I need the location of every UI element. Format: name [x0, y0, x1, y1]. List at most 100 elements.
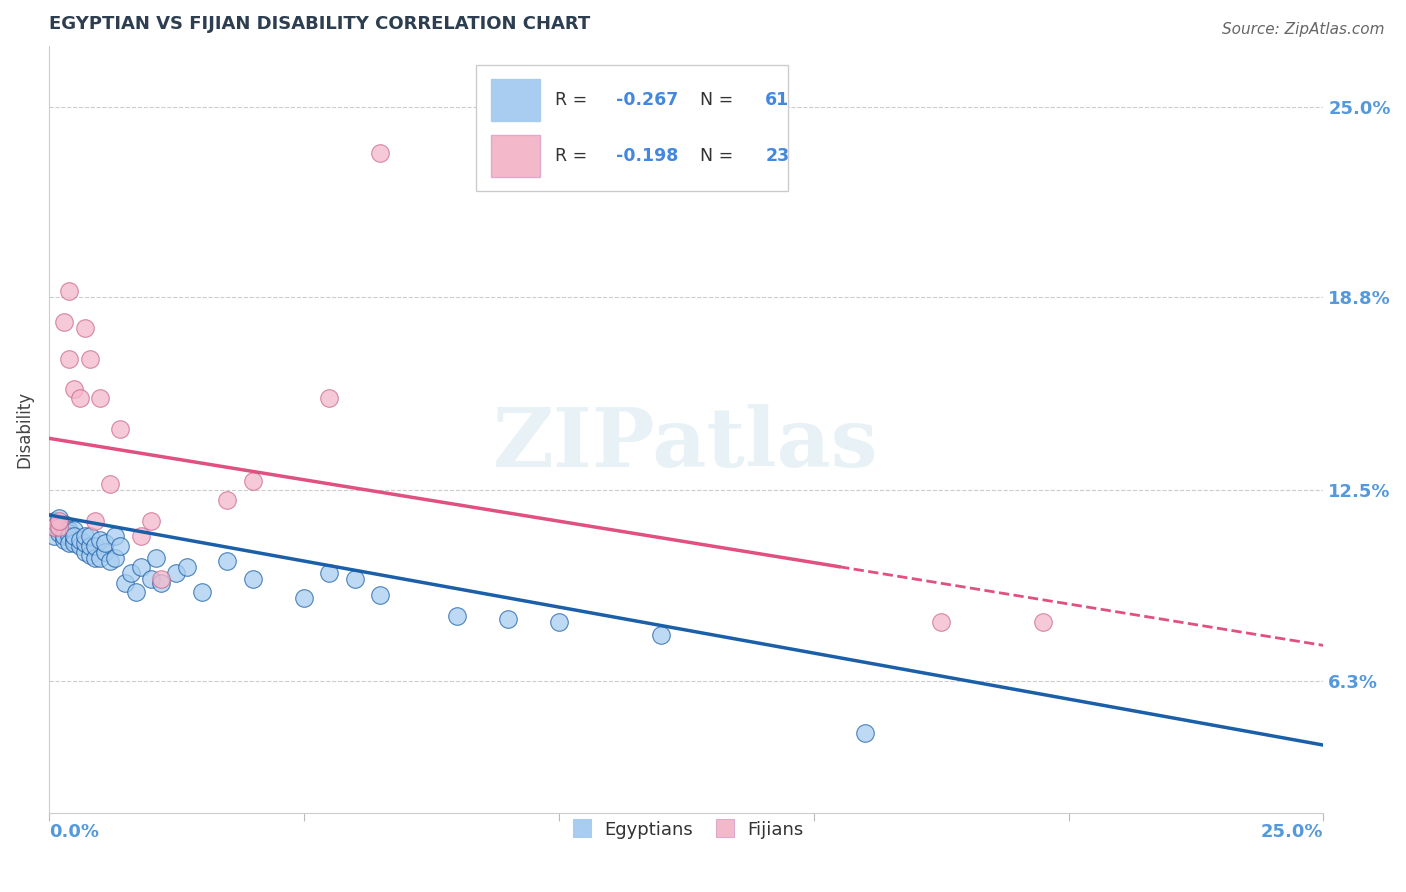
Point — [73, 535, 96, 549]
Point — [94, 545, 117, 559]
Point — [58, 524, 80, 538]
Point — [292, 591, 315, 605]
Text: 25.0%: 25.0% — [1261, 822, 1323, 840]
Point — [42, 520, 65, 534]
Point — [69, 392, 91, 406]
Point — [48, 520, 70, 534]
Point — [446, 609, 468, 624]
FancyBboxPatch shape — [491, 135, 540, 177]
Point — [73, 529, 96, 543]
Point — [114, 575, 136, 590]
Point — [89, 392, 111, 406]
Text: R =: R = — [555, 91, 593, 110]
Point — [217, 492, 239, 507]
Point — [853, 726, 876, 740]
Point — [48, 526, 70, 541]
Point — [242, 475, 264, 489]
Text: 61: 61 — [765, 91, 789, 110]
Point — [120, 566, 142, 581]
Point — [83, 514, 105, 528]
Point — [63, 382, 86, 396]
Point — [145, 551, 167, 566]
Y-axis label: Disability: Disability — [15, 391, 32, 467]
Point — [139, 573, 162, 587]
Point — [63, 533, 86, 547]
Point — [368, 146, 391, 161]
Point — [929, 615, 952, 630]
Text: N =: N = — [689, 91, 738, 110]
Point — [89, 551, 111, 566]
FancyBboxPatch shape — [491, 79, 540, 121]
Point — [104, 529, 127, 543]
Point — [124, 584, 146, 599]
Point — [48, 524, 70, 538]
Point — [98, 477, 121, 491]
Point — [318, 566, 340, 581]
FancyBboxPatch shape — [475, 65, 789, 192]
Point — [217, 554, 239, 568]
Point — [343, 573, 366, 587]
Text: 0.0%: 0.0% — [49, 822, 98, 840]
Text: N =: N = — [689, 147, 738, 165]
Text: Source: ZipAtlas.com: Source: ZipAtlas.com — [1222, 22, 1385, 37]
Point — [53, 315, 76, 329]
Point — [63, 529, 86, 543]
Point — [53, 520, 76, 534]
Point — [48, 520, 70, 534]
Point — [83, 539, 105, 553]
Point — [42, 520, 65, 534]
Point — [1032, 615, 1054, 630]
Text: R =: R = — [555, 147, 593, 165]
Point — [53, 526, 76, 541]
Point — [89, 533, 111, 547]
Legend: Egyptians, Fijians: Egyptians, Fijians — [561, 814, 811, 846]
Text: -0.267: -0.267 — [616, 91, 678, 110]
Point — [110, 539, 132, 553]
Point — [79, 539, 101, 553]
Point — [496, 612, 519, 626]
Point — [94, 535, 117, 549]
Point — [110, 422, 132, 436]
Text: 23: 23 — [765, 147, 789, 165]
Point — [58, 351, 80, 366]
Point — [165, 566, 187, 581]
Point — [83, 551, 105, 566]
Point — [48, 520, 70, 534]
Point — [191, 584, 214, 599]
Point — [48, 511, 70, 525]
Point — [53, 517, 76, 532]
Point — [79, 351, 101, 366]
Point — [53, 529, 76, 543]
Point — [242, 573, 264, 587]
Point — [318, 392, 340, 406]
Point — [79, 529, 101, 543]
Point — [79, 548, 101, 562]
Point — [150, 575, 173, 590]
Point — [73, 545, 96, 559]
Point — [58, 529, 80, 543]
Point — [63, 524, 86, 538]
Point — [58, 535, 80, 549]
Point — [129, 529, 152, 543]
Point — [69, 533, 91, 547]
Point — [139, 514, 162, 528]
Point — [48, 514, 70, 528]
Point — [650, 627, 672, 641]
Point — [368, 588, 391, 602]
Text: -0.198: -0.198 — [616, 147, 679, 165]
Point — [58, 284, 80, 298]
Point — [98, 554, 121, 568]
Point — [176, 560, 198, 574]
Point — [58, 526, 80, 541]
Point — [42, 529, 65, 543]
Text: EGYPTIAN VS FIJIAN DISABILITY CORRELATION CHART: EGYPTIAN VS FIJIAN DISABILITY CORRELATIO… — [49, 15, 591, 33]
Point — [547, 615, 569, 630]
Point — [129, 560, 152, 574]
Point — [53, 524, 76, 538]
Point — [104, 551, 127, 566]
Point — [73, 321, 96, 335]
Text: ZIPatlas: ZIPatlas — [494, 404, 879, 484]
Point — [150, 573, 173, 587]
Point — [69, 539, 91, 553]
Point — [53, 533, 76, 547]
